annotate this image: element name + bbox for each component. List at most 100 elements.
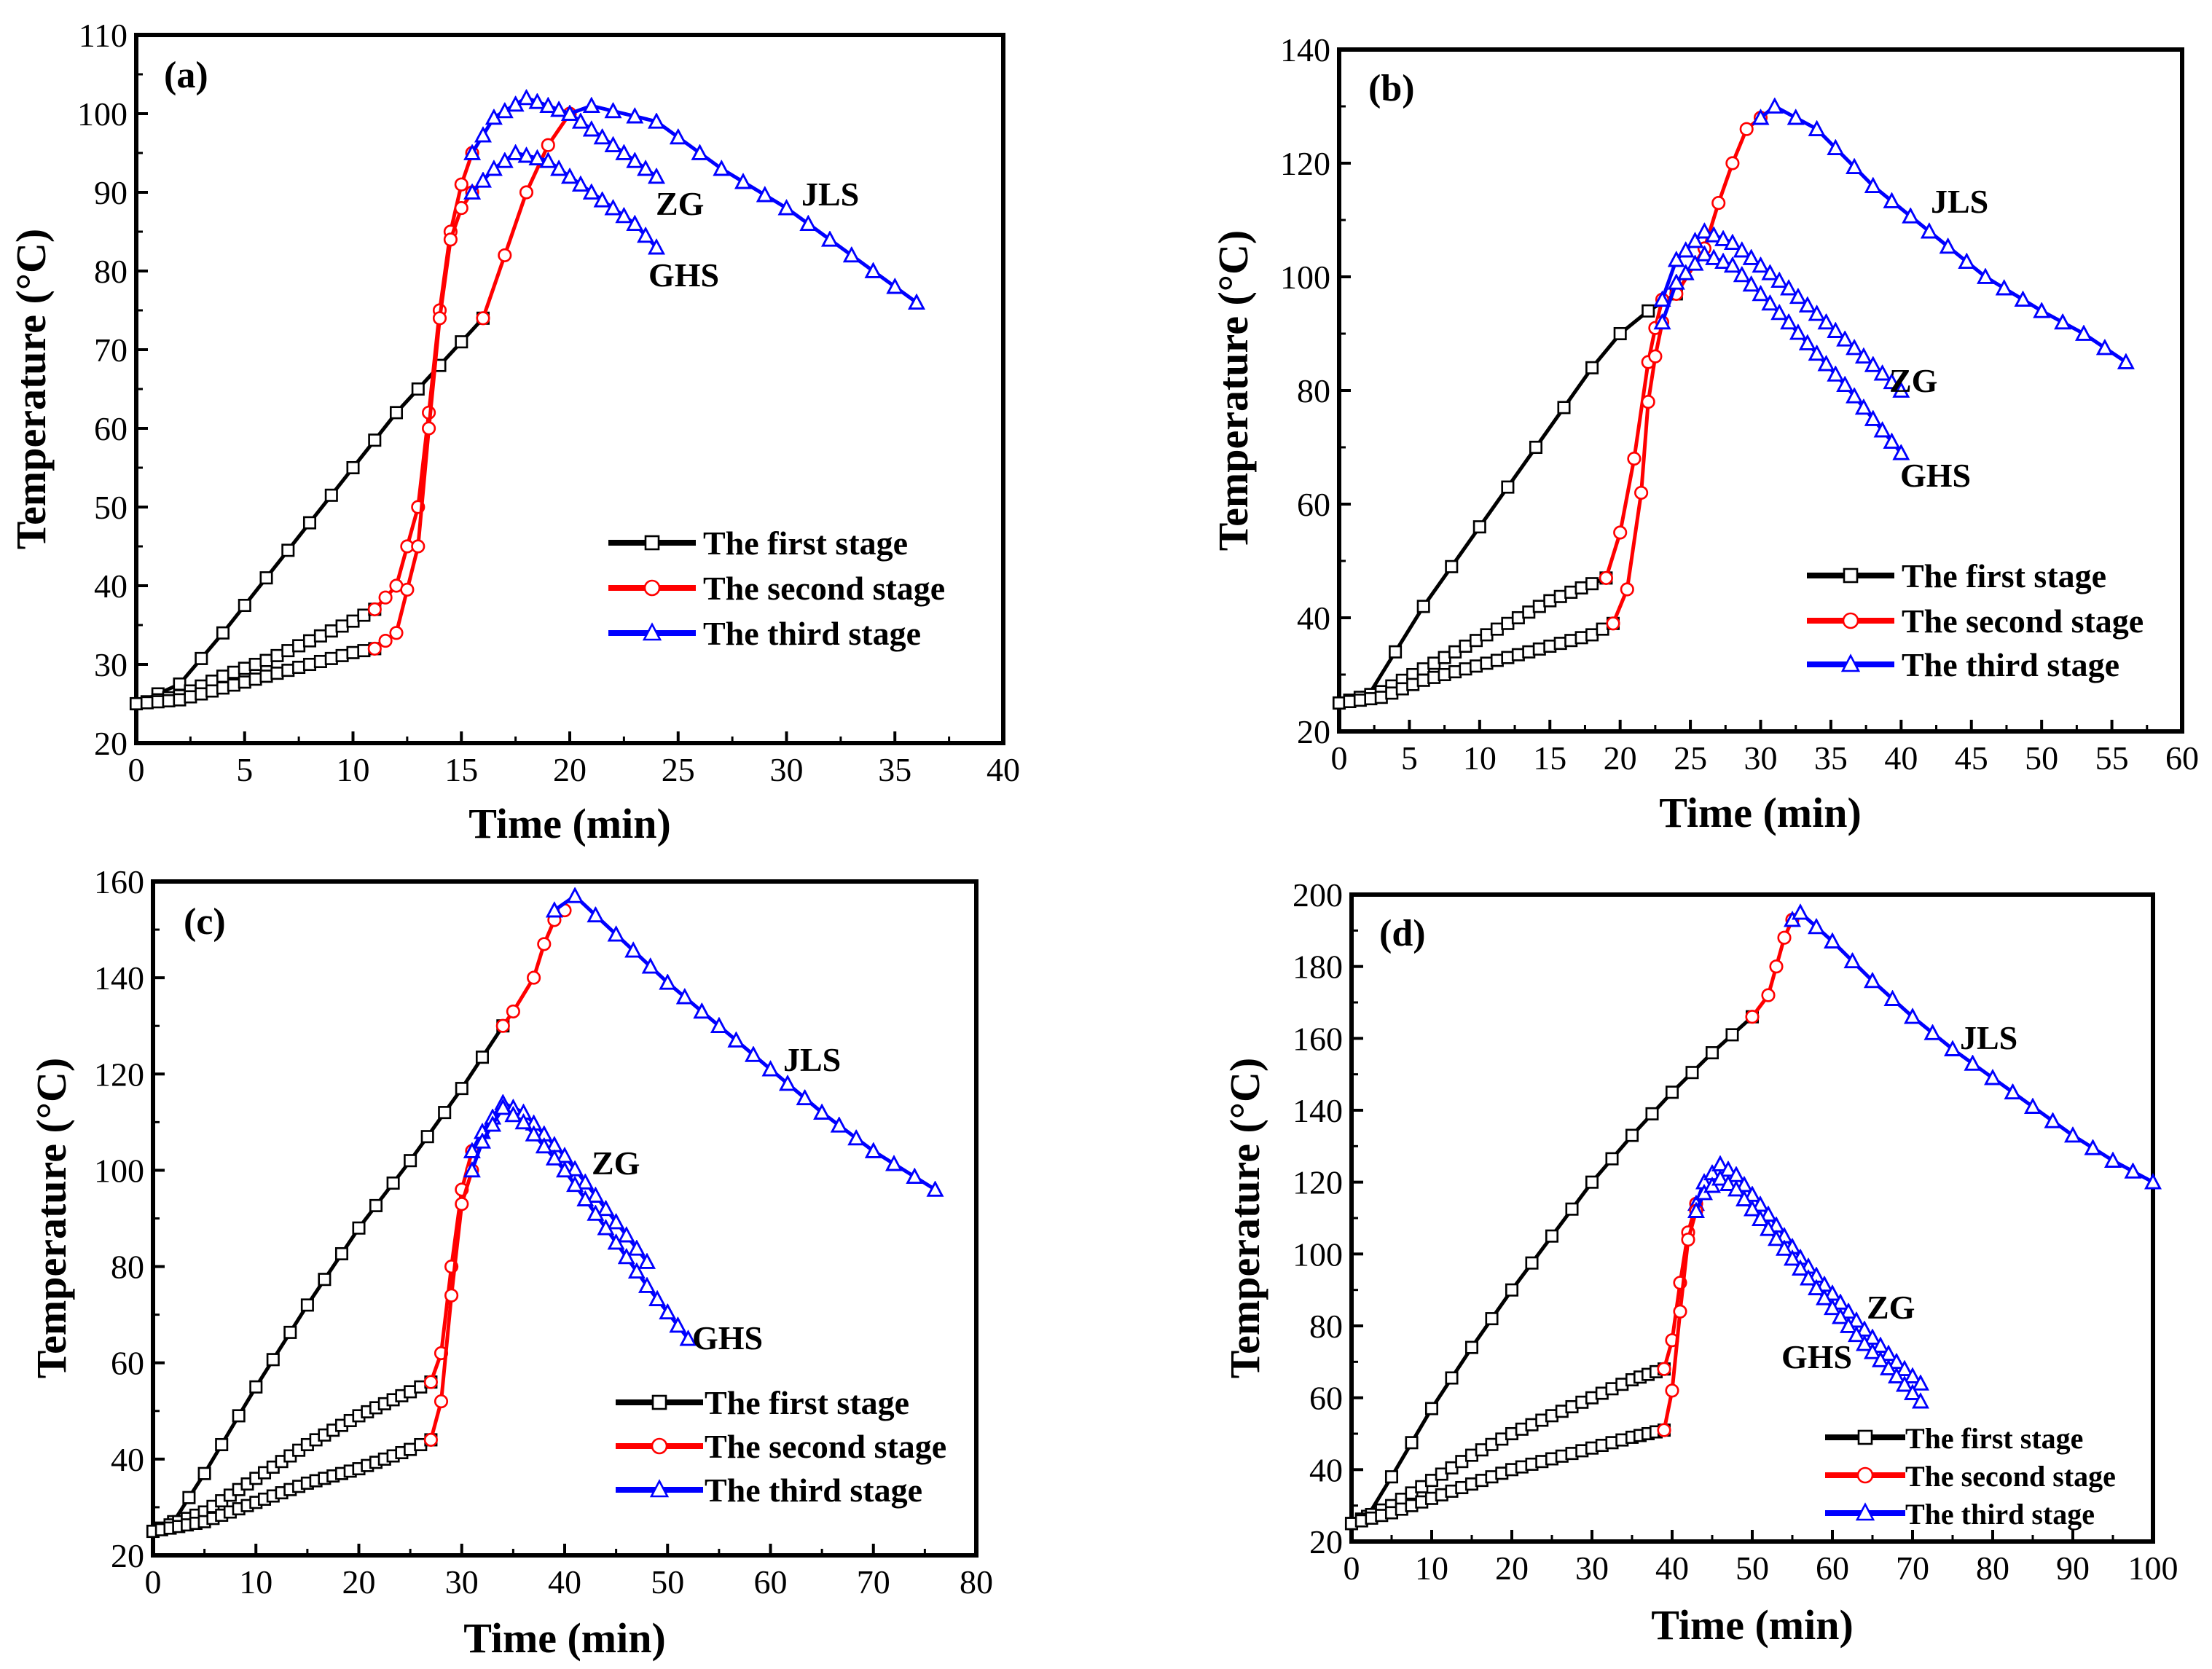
panel-b: 0 5 10 15 20 25 30 35 40 45 50 55 60 20 40 60 80 100 120 14… bbox=[1209, 31, 2199, 836]
panel-label: (d) bbox=[1379, 913, 1426, 954]
legend-label-stage3: The third stage bbox=[1902, 646, 2119, 683]
series-ghs-stage2 bbox=[423, 1163, 479, 1447]
x-tick-label: 80 bbox=[960, 1563, 993, 1601]
y-tick-label: 90 bbox=[94, 174, 128, 211]
legend-marker-stage1 bbox=[1843, 568, 1859, 584]
series-zg-stage3 bbox=[472, 1103, 647, 1262]
x-tick-label: 60 bbox=[1816, 1550, 1849, 1587]
legend: The first stage The second stage The thi… bbox=[1825, 1422, 2116, 1531]
series-zg-stage3 bbox=[1663, 232, 1902, 390]
legend-marker-stage2 bbox=[651, 1437, 668, 1455]
x-tick-label: 25 bbox=[662, 751, 695, 788]
plot-area bbox=[129, 98, 917, 711]
legend-label-stage3: The third stage bbox=[703, 615, 921, 652]
y-tick-label: 160 bbox=[1293, 1020, 1343, 1057]
y-tick-label: 40 bbox=[1297, 600, 1330, 637]
x-tick-label: 40 bbox=[1884, 739, 1918, 777]
series-ghs-stage1 bbox=[146, 1433, 438, 1539]
y-tick-label: 80 bbox=[94, 253, 128, 290]
y-axis-title: Temperature (°C) bbox=[7, 229, 55, 549]
x-tick-label: 10 bbox=[1463, 739, 1497, 777]
series-ghs-stage3 bbox=[472, 153, 656, 248]
x-tick-label: 50 bbox=[2025, 739, 2058, 777]
series-jls-stage3 bbox=[554, 896, 936, 1190]
x-tick-label: 30 bbox=[1575, 1550, 1609, 1587]
series-ghs-stage2 bbox=[1657, 1203, 1703, 1437]
legend-marker-stage2 bbox=[1842, 612, 1859, 629]
x-tick-label: 10 bbox=[1415, 1550, 1448, 1587]
series-ghs-stage3 bbox=[1663, 254, 1902, 453]
x-tick-label: 30 bbox=[770, 751, 804, 788]
series-ghs-stage3 bbox=[1696, 1179, 1921, 1402]
legend-label-stage2: The second stage bbox=[1902, 602, 2144, 640]
y-tick-label: 60 bbox=[111, 1345, 144, 1382]
x-tick-label: 80 bbox=[1976, 1550, 2009, 1587]
series-jls-stage3 bbox=[1792, 913, 2153, 1182]
x-axis-title: Time (min) bbox=[1651, 1601, 1854, 1649]
legend-label-stage1: The first stage bbox=[705, 1384, 909, 1421]
series-ghs-stage1 bbox=[1344, 1423, 1671, 1531]
x-tick-label: 20 bbox=[342, 1563, 376, 1601]
x-axis-title: Time (min) bbox=[1659, 789, 1862, 836]
legend-marker-stage3 bbox=[1855, 1502, 1875, 1521]
legend-label-stage1: The first stage bbox=[703, 525, 908, 562]
x-axis-title: Time (min) bbox=[463, 1614, 666, 1662]
x-tick-label: 50 bbox=[1736, 1550, 1769, 1587]
axis-ticks: 0 10 20 30 40 50 60 70 80 20 40 60 80 100 120 140 160 bbox=[94, 863, 993, 1601]
y-tick-label: 100 bbox=[1280, 259, 1330, 296]
x-tick-label: 5 bbox=[1401, 739, 1418, 777]
x-tick-label: 30 bbox=[1744, 739, 1778, 777]
series-ghs-stage2 bbox=[1606, 315, 1670, 631]
x-tick-label: 70 bbox=[1896, 1550, 1929, 1587]
x-tick-label: 20 bbox=[1495, 1550, 1529, 1587]
x-tick-label: 60 bbox=[754, 1563, 788, 1601]
legend-marker-stage1 bbox=[1857, 1429, 1873, 1445]
x-tick-label: 5 bbox=[236, 751, 253, 788]
plot-area bbox=[1344, 913, 2153, 1531]
legend-label-stage2: The second stage bbox=[705, 1428, 946, 1465]
legend-label-stage1: The first stage bbox=[1905, 1422, 2083, 1455]
annotation-jls: JLS bbox=[783, 1041, 841, 1078]
y-tick-label: 200 bbox=[1293, 876, 1343, 914]
annotation-ghs: GHS bbox=[692, 1319, 763, 1356]
y-tick-label: 120 bbox=[94, 1056, 144, 1093]
y-tick-label: 140 bbox=[1293, 1092, 1343, 1129]
series-ghs-stage1 bbox=[129, 642, 382, 711]
plot-area bbox=[1332, 106, 2126, 710]
annotation-zg: ZG bbox=[656, 185, 704, 222]
y-tick-label: 100 bbox=[77, 95, 128, 133]
x-tick-label: 0 bbox=[1331, 739, 1348, 777]
x-tick-label: 40 bbox=[987, 751, 1020, 788]
x-tick-label: 15 bbox=[444, 751, 478, 788]
y-tick-label: 20 bbox=[1309, 1523, 1343, 1560]
annotation-ghs: GHS bbox=[1900, 457, 1971, 494]
y-tick-label: 160 bbox=[94, 863, 144, 900]
annotation-zg: ZG bbox=[1867, 1289, 1915, 1326]
series-jls-stage3 bbox=[1761, 106, 2126, 362]
x-tick-label: 0 bbox=[128, 751, 145, 788]
x-tick-label: 50 bbox=[651, 1563, 684, 1601]
axis-ticks: 0 5 10 15 20 25 30 35 40 20 30 40 50 60 70 80 90 100 110 bbox=[77, 17, 1020, 788]
legend-marker-stage2 bbox=[643, 579, 661, 597]
x-tick-label: 30 bbox=[445, 1563, 479, 1601]
y-tick-label: 50 bbox=[94, 489, 128, 526]
panel-a: 0 5 10 15 20 25 30 35 40 20 30 40 50 60 70 80 90 100 110 (… bbox=[7, 17, 1020, 847]
legend-marker-stage2 bbox=[1856, 1466, 1874, 1484]
axis-ticks: 0 10 20 30 40 50 60 70 80 90 100 20 40 60 80 100 120 140 1… bbox=[1293, 876, 2178, 1587]
legend-label-stage1: The first stage bbox=[1902, 557, 2106, 594]
series-jls-stage2 bbox=[476, 106, 577, 326]
x-tick-label: 20 bbox=[553, 751, 587, 788]
x-tick-label: 40 bbox=[1655, 1550, 1689, 1587]
y-tick-label: 80 bbox=[1309, 1308, 1343, 1345]
legend-label-stage3: The third stage bbox=[705, 1472, 922, 1509]
y-tick-label: 80 bbox=[111, 1249, 144, 1286]
y-axis-title: Temperature (°C) bbox=[28, 1058, 75, 1378]
legend-marker-stage1 bbox=[644, 535, 660, 551]
legend-label-stage2: The second stage bbox=[703, 570, 945, 607]
plot-area bbox=[146, 896, 936, 1539]
legend-label-stage3: The third stage bbox=[1905, 1498, 2095, 1531]
y-tick-label: 60 bbox=[1297, 486, 1330, 523]
x-tick-label: 10 bbox=[337, 751, 370, 788]
legend-marker-stage3 bbox=[649, 1479, 670, 1498]
